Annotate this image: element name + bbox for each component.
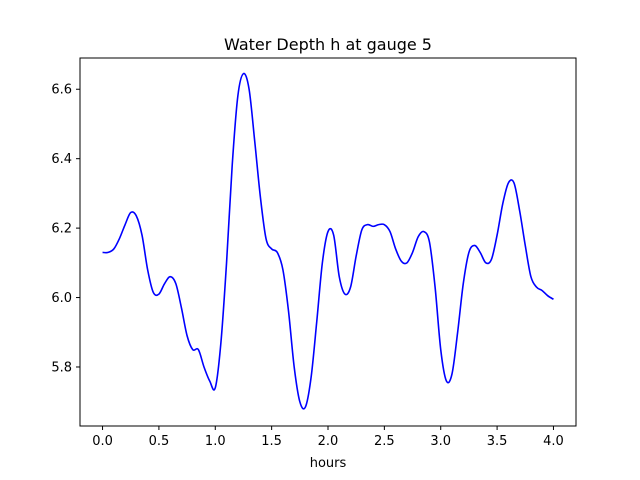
x-axis-label: hours: [310, 456, 347, 471]
x-tick-label: 4.0: [543, 434, 564, 449]
y-tick-label: 6.4: [51, 152, 72, 167]
y-tick-label: 6.6: [51, 83, 72, 98]
x-tick-label: 2.0: [318, 434, 339, 449]
x-tick-label: 3.0: [430, 434, 451, 449]
series-line: [102, 72, 554, 410]
y-tick-label: 6.2: [51, 222, 72, 237]
x-tick-label: 2.5: [374, 434, 395, 449]
y-tick-label: 5.8: [51, 360, 72, 375]
x-tick-label: 3.5: [487, 434, 508, 449]
chart-title: Water Depth h at gauge 5: [224, 35, 432, 54]
y-axis-ticks: 5.8 6.0 6.2 6.4 6.6: [51, 83, 80, 375]
plot-area: [102, 72, 554, 410]
x-tick-label: 0.5: [149, 434, 170, 449]
y-tick-label: 6.0: [51, 291, 72, 306]
x-tick-label: 1.5: [261, 434, 282, 449]
x-axis-ticks: 0.0 0.5 1.0 1.5 2.0 2.5 3.0 3.5 4.0: [92, 426, 564, 449]
x-tick-label: 0.0: [92, 434, 113, 449]
x-tick-label: 1.0: [205, 434, 226, 449]
axes-frame: [79, 57, 577, 427]
